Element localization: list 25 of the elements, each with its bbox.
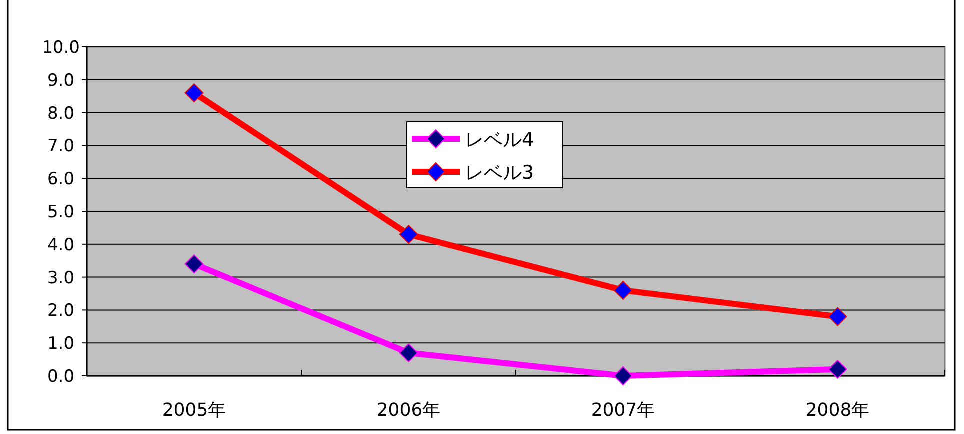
y-tick-label: 1.0 — [47, 334, 75, 354]
x-tick-label: 2007年 — [591, 400, 656, 421]
point — [184, 254, 204, 274]
y-tick-label: 6.0 — [47, 170, 75, 190]
y-tick-label: 2.0 — [47, 301, 75, 322]
y-tick-label: 3.0 — [47, 268, 75, 288]
y-tick-label: 0.0 — [47, 367, 75, 387]
y-tick-label: 4.0 — [47, 235, 75, 256]
point — [614, 280, 633, 300]
x-tick-label: 2005年 — [162, 400, 226, 421]
point — [614, 366, 633, 386]
point — [399, 225, 418, 244]
point — [828, 307, 848, 326]
legend-label: レベル3 — [465, 162, 534, 184]
y-tick-label: 8.0 — [47, 104, 75, 124]
y-tick-label: 5.0 — [47, 202, 75, 222]
y-tick-label: 10.0 — [42, 38, 80, 58]
y-tick-label: 7.0 — [47, 136, 75, 157]
x-tick-label: 2008年 — [806, 400, 870, 421]
x-tick-label: 2006年 — [376, 400, 441, 421]
legend-label: レベル4 — [465, 129, 534, 151]
point — [828, 360, 848, 379]
y-tick-label: 9.0 — [47, 70, 75, 91]
point — [184, 84, 204, 103]
point — [399, 343, 418, 362]
